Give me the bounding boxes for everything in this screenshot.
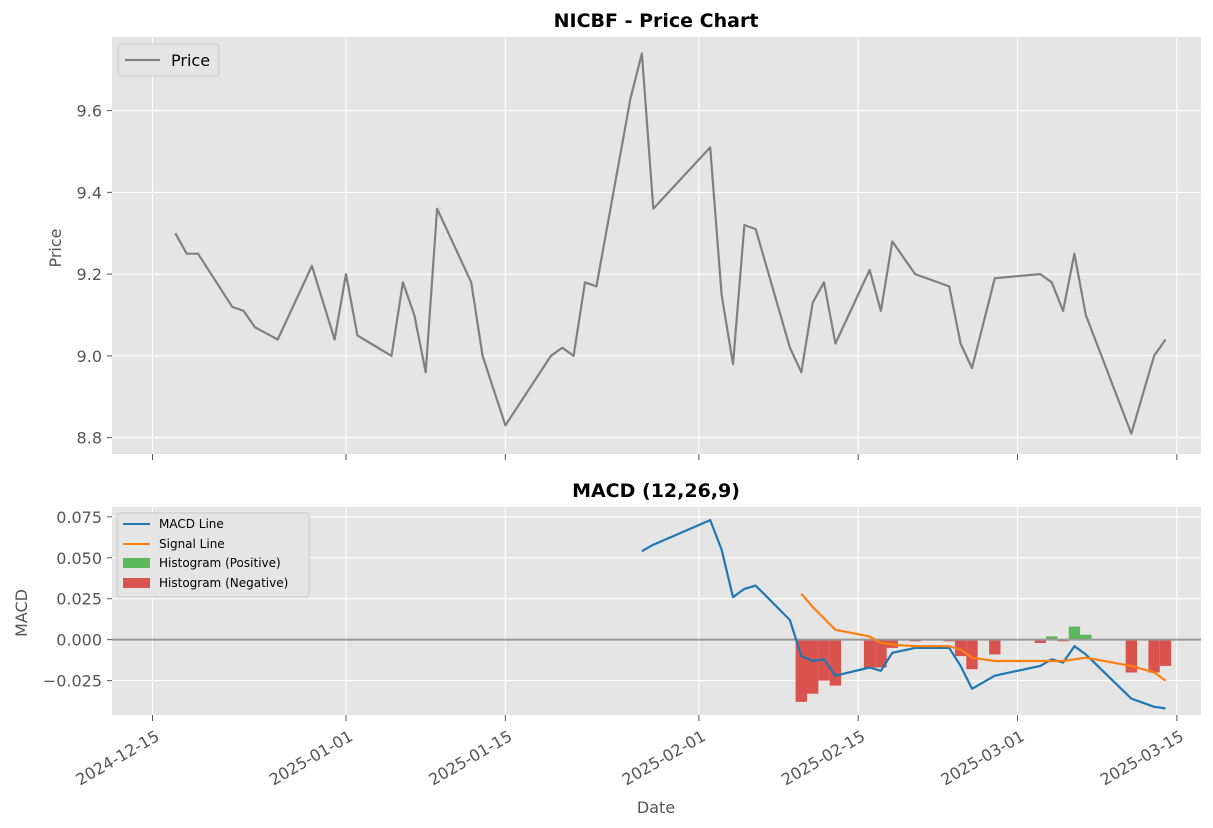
x-tick-label: 2024-12-15 xyxy=(72,726,162,789)
x-tick-label: 2025-03-15 xyxy=(1097,726,1187,789)
price-y-tick-label: 9.0 xyxy=(77,347,102,366)
price-y-axis-label: Price xyxy=(46,228,65,267)
macd-histogram-bar-negative xyxy=(1159,639,1172,666)
macd-histogram-bar-positive xyxy=(1080,634,1092,640)
macd-histogram-bar-negative xyxy=(1148,639,1160,673)
macd-legend-swatch-hist-neg xyxy=(123,578,150,588)
price-line xyxy=(174,52,1167,435)
macd-histogram-bar-positive xyxy=(1068,626,1081,640)
price-legend-box xyxy=(117,43,220,77)
macd-legend-label-hist-pos: Histogram (Positive) xyxy=(159,556,281,570)
price-chart: 8.8 9.0 9.2 9.4 9.6 NICBF - Price Chart Pric… xyxy=(46,10,1201,460)
price-y-tick-label: 9.6 xyxy=(77,102,102,121)
macd-y-tick-label: 0.000 xyxy=(56,631,102,650)
x-tick-label: 2025-01-15 xyxy=(425,726,515,789)
macd-y-tick-label: 0.025 xyxy=(56,590,102,609)
macd-y-tick-label: −0.025 xyxy=(43,672,102,691)
macd-histogram-bar-negative xyxy=(954,639,967,657)
macd-histogram-bar-negative xyxy=(966,639,978,670)
macd-legend-box xyxy=(116,512,310,598)
macd-histogram-bar-negative xyxy=(863,639,876,668)
macd-histogram-bar-negative xyxy=(989,639,1001,655)
macd-y-tick-label: 0.075 xyxy=(56,508,102,527)
macd-histogram-bar-negative xyxy=(1125,639,1138,673)
macd-legend-label-signal: Signal Line xyxy=(159,537,225,551)
price-gridlines xyxy=(112,37,1201,454)
x-axis-label: Date xyxy=(637,798,675,817)
price-series xyxy=(174,52,1167,435)
macd-legend-label-hist-neg: Histogram (Negative) xyxy=(159,576,288,590)
price-x-ticks xyxy=(152,454,1178,460)
price-plot-area xyxy=(112,37,1201,454)
price-y-tick-label: 9.4 xyxy=(77,183,102,202)
macd-legend-swatch-hist-pos xyxy=(123,558,150,568)
macd-legend-label-macd: MACD Line xyxy=(159,517,224,531)
macd-line xyxy=(641,518,1166,710)
macd-histogram-bar-negative xyxy=(807,639,819,694)
macd-x-ticks: 2024-12-15 2025-01-01 2025-01-15 2025-02-01… xyxy=(72,715,1187,789)
macd-histogram-bar-negative xyxy=(1034,639,1046,643)
macd-histogram-bar-negative xyxy=(875,639,887,668)
signal-line xyxy=(800,593,1167,682)
price-legend-label: Price xyxy=(171,51,210,70)
macd-y-axis-label: MACD xyxy=(12,589,31,637)
macd-legend: MACD Line Signal Line Histogram (Positiv… xyxy=(116,512,310,598)
macd-series xyxy=(641,518,1167,710)
macd-histogram-bar-positive xyxy=(1046,636,1058,640)
price-y-ticks: 8.8 9.0 9.2 9.4 9.6 xyxy=(77,102,112,448)
macd-histogram-bar-negative xyxy=(795,639,807,702)
macd-y-tick-label: 0.050 xyxy=(56,549,102,568)
x-tick-label: 2025-02-01 xyxy=(619,726,709,789)
price-y-tick-label: 8.8 xyxy=(77,429,102,448)
price-chart-title: NICBF - Price Chart xyxy=(554,10,759,32)
macd-histogram-bar-negative xyxy=(829,639,842,686)
x-tick-label: 2025-02-15 xyxy=(778,726,868,789)
price-y-tick-label: 9.2 xyxy=(77,265,102,284)
x-tick-label: 2025-01-01 xyxy=(266,726,356,789)
price-legend: Price xyxy=(117,43,220,77)
macd-chart-title: MACD (12,26,9) xyxy=(572,480,740,502)
macd-y-ticks: −0.025 0.000 0.025 0.050 0.075 xyxy=(43,508,112,691)
x-tick-label: 2025-03-01 xyxy=(938,726,1028,789)
